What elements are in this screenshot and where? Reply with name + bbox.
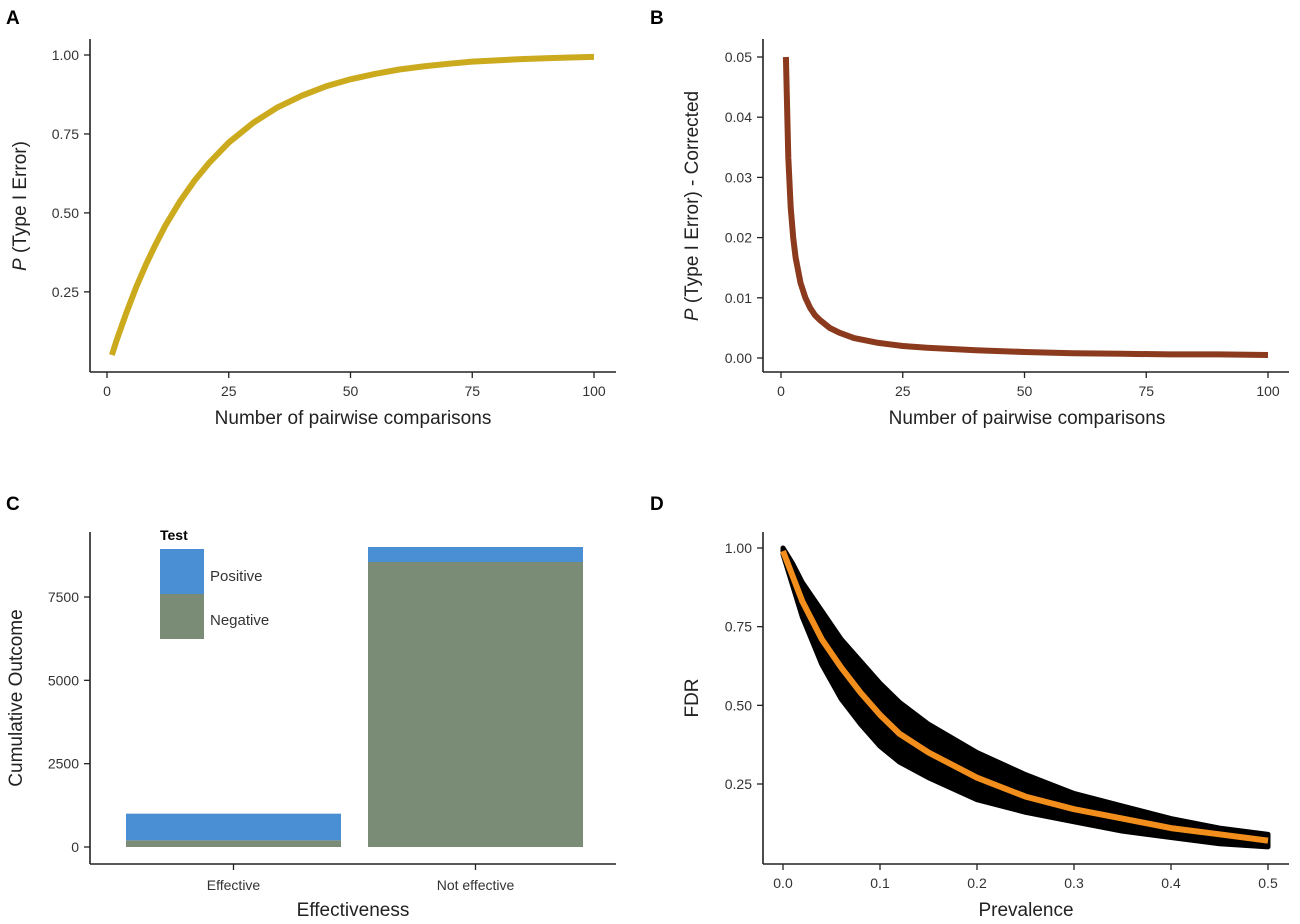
legend-label-positive: Positive <box>210 568 263 585</box>
legend-title: Test <box>160 527 188 543</box>
panel-c-x-tick-label: Effective <box>207 877 261 893</box>
panel-d: D 0.0 0.1 0.2 0.3 0.4 0.5 0.25 0.50 0.75 1.00 Pr… <box>650 494 1289 921</box>
legend-swatch-positive <box>160 549 204 594</box>
panel-d-y-tick-label: 0.75 <box>725 619 752 635</box>
panel-d-x-tick-label: 0.0 <box>773 875 793 891</box>
panel-c-x-title: Effectiveness <box>297 900 410 921</box>
bar-effective-negative <box>126 840 341 847</box>
panel-b-y-tick-label: 0.05 <box>725 49 752 65</box>
panel-a-x-tick-label: 75 <box>464 383 480 399</box>
panel-d-x-tick-label: 0.4 <box>1161 875 1181 891</box>
panel-b: B 0 25 50 75 100 0.00 0.01 0.02 0.03 0.04 0.05 Nu… <box>650 8 1289 429</box>
panel-a-y-tick-label: 0.25 <box>52 284 79 300</box>
panel-c-y-tick-label: 5000 <box>48 672 79 688</box>
panel-c-y-title: Cumulative Outcome <box>6 609 27 786</box>
panel-b-y-title-italic: P <box>682 308 703 321</box>
panel-c-letter: C <box>6 494 20 515</box>
panel-a: A 0 25 50 75 100 0.25 0.50 0.75 1.00 Number of … <box>6 8 616 429</box>
panel-c-x-tick-label: Not effective <box>437 877 515 893</box>
panel-d-mean-line <box>780 550 1269 844</box>
panel-d-scatter-band <box>780 545 1271 850</box>
panel-b-series-line <box>782 56 1269 358</box>
panel-a-y-tick-label: 0.75 <box>52 126 79 142</box>
legend-label-negative: Negative <box>210 612 269 629</box>
panel-a-letter: A <box>6 8 20 29</box>
panel-a-x-title: Number of pairwise comparisons <box>215 408 492 429</box>
panel-d-x-tick-label: 0.2 <box>967 875 987 891</box>
panel-a-x-tick-label: 50 <box>343 383 359 399</box>
panel-c: C 0 2500 5000 7500 Effective Not effective T… <box>6 494 616 921</box>
panel-b-y-title-rest: (Type I Error) - Corrected <box>682 91 703 309</box>
panel-a-x-tick-label: 0 <box>103 383 111 399</box>
panel-d-y-tick-label: 0.25 <box>725 776 752 792</box>
panel-b-x-tick-label: 0 <box>777 383 785 399</box>
panel-c-legend: Test Positive Negative <box>160 527 269 639</box>
panel-d-y-title: FDR <box>682 678 703 717</box>
panel-a-y-tick-label: 1.00 <box>52 47 79 63</box>
panel-d-y-tick-label: 0.50 <box>725 697 752 713</box>
panel-b-y-tick-label: 0.00 <box>725 350 752 366</box>
panel-b-x-tick-label: 75 <box>1138 383 1154 399</box>
panel-b-x-tick-label: 25 <box>895 383 911 399</box>
panel-d-x-tick-label: 0.1 <box>870 875 890 891</box>
panel-b-y-tick-label: 0.03 <box>725 169 752 185</box>
panel-c-y-tick-label: 0 <box>71 839 79 855</box>
panel-b-y-title: P (Type I Error) - Corrected <box>682 91 703 321</box>
panel-a-y-title-rest: (Type I Error) <box>10 141 31 258</box>
panel-a-series-line <box>109 53 595 356</box>
panel-a-y-title: P (Type I Error) <box>10 141 31 271</box>
panel-b-letter: B <box>650 8 664 29</box>
panel-b-y-tick-label: 0.02 <box>725 230 752 246</box>
panel-a-y-tick-label: 0.50 <box>52 205 79 221</box>
panel-b-y-tick-label: 0.01 <box>725 290 752 306</box>
panel-d-y-tick-label: 1.00 <box>725 540 752 556</box>
panel-b-x-tick-label: 100 <box>1256 383 1280 399</box>
bar-effective-positive <box>126 813 341 841</box>
panel-b-y-tick-label: 0.04 <box>725 109 752 125</box>
panel-d-letter: D <box>650 494 664 515</box>
panel-d-x-tick-label: 0.3 <box>1064 875 1084 891</box>
panel-b-x-title: Number of pairwise comparisons <box>889 408 1166 429</box>
panel-a-y-title-italic: P <box>10 258 31 271</box>
bar-not-effective-negative <box>368 562 583 847</box>
panel-d-x-title: Prevalence <box>978 900 1073 921</box>
panel-a-x-tick-label: 25 <box>221 383 237 399</box>
panel-a-x-tick-label: 100 <box>582 383 606 399</box>
bar-not-effective-positive <box>368 547 583 562</box>
panel-d-x-tick-label: 0.5 <box>1258 875 1278 891</box>
panel-c-y-tick-label: 2500 <box>48 756 79 772</box>
panel-c-y-tick-label: 7500 <box>48 589 79 605</box>
panel-b-x-tick-label: 50 <box>1017 383 1033 399</box>
legend-swatch-negative <box>160 594 204 639</box>
